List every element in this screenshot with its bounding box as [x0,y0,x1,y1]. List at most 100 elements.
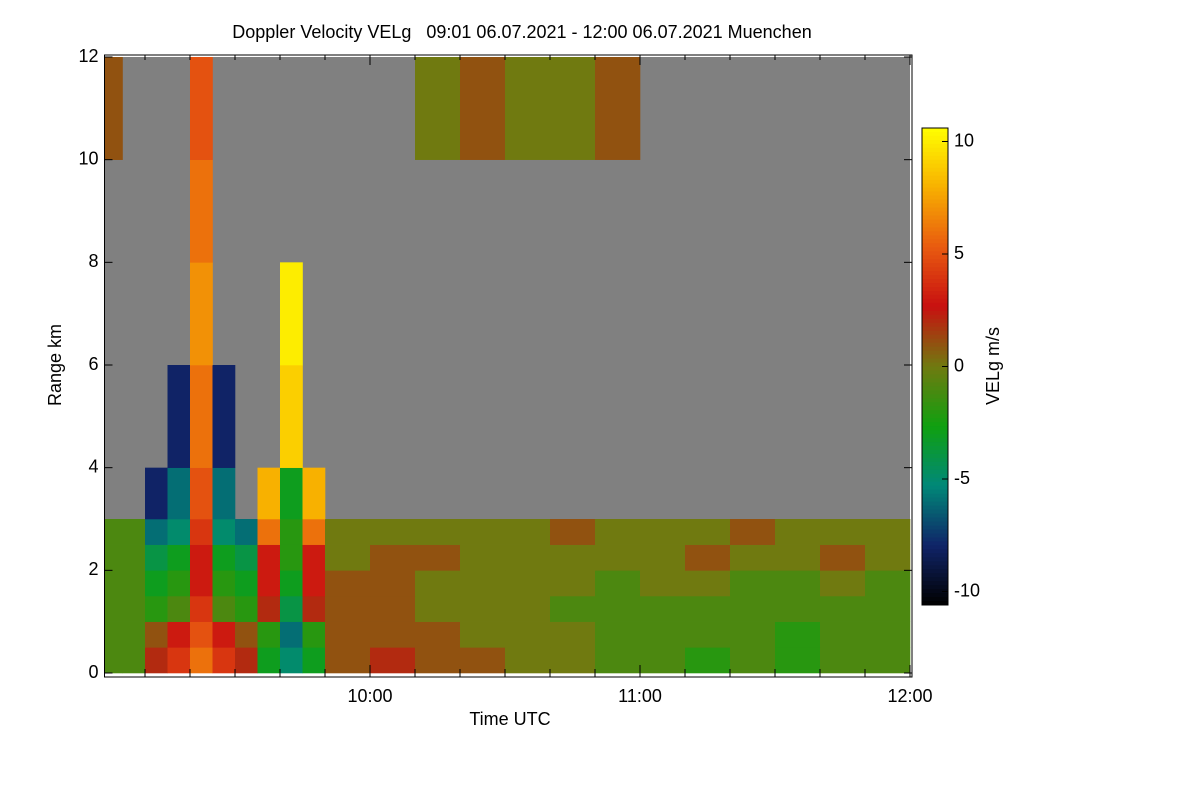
colorbar-segment [922,195,948,201]
colorbar-segment [922,199,948,205]
heatmap-cell [104,544,123,571]
heatmap-cell [104,596,123,622]
colorbar-segment [922,481,948,487]
heatmap-cell [212,647,236,674]
heatmap-cell [167,570,191,597]
heatmap-cell [415,544,461,571]
heatmap-cell [595,544,641,571]
heatmap-cell [302,467,326,520]
heatmap-cell [595,519,641,545]
heatmap-cell [820,596,866,622]
heatmap-cell [460,596,506,622]
colorbar-segment [922,545,948,550]
heatmap-cell [595,596,641,622]
heatmap-cell [104,621,123,648]
heatmap-cell [325,544,371,571]
heatmap-cell [460,570,506,597]
colorbar-segment [922,310,948,316]
heatmap-cell [280,365,303,468]
heatmap-cell [685,596,731,622]
x-tick-label: 10:00 [347,686,392,706]
heatmap-cell [820,647,866,674]
colorbar-segment [922,342,948,348]
heatmap-cell [505,647,551,674]
colorbar-segment [922,283,948,288]
colorbar-segment [922,406,948,411]
heatmap-cell [257,519,281,545]
colorbar-segment [922,219,948,224]
colorbar-segment [922,509,948,515]
heatmap-cell [820,570,866,597]
colorbar-segment [922,362,948,367]
colorbar-segment [922,235,948,240]
colorbar-segment [922,290,948,296]
heatmap-cell [415,57,461,160]
heatmap-cell [190,570,213,597]
heatmap-cell [685,519,731,545]
y-tick-label: 2 [88,559,98,579]
colorbar-segment [922,211,948,216]
heatmap-cell [257,596,281,622]
colorbar-segment [922,183,948,189]
heatmap-cell [212,365,236,468]
heatmap-cell [325,621,371,648]
colorbar-segment [922,147,948,153]
heatmap-cell [212,596,236,622]
heatmap-cell [505,621,551,648]
heatmap-cell [190,544,213,571]
heatmap-cell [302,570,326,597]
colorbar-segment [922,394,948,399]
colorbar-segment [922,501,948,507]
colorbar-segment [922,469,948,475]
heatmap-cell [235,570,258,597]
heatmap-cell [212,621,236,648]
colorbar-segment [922,203,948,208]
colorbar-segment [922,489,948,495]
heatmap-cell [257,570,281,597]
heatmap-cell [505,57,551,160]
colorbar-segment [922,271,948,276]
heatmap-cell [775,519,821,545]
colorbar-segment [922,139,948,145]
heatmap-cell [145,467,168,520]
colorbar-segment [922,453,948,459]
heatmap-cell [460,621,506,648]
colorbar-segment [922,243,948,248]
heatmap-cell [257,647,281,674]
heatmap-cell [145,570,168,597]
heatmap-cell [145,519,168,545]
colorbar-segment [922,569,948,574]
heatmap-cell [820,519,866,545]
heatmap-cell [280,570,303,597]
colorbar-segment [922,326,948,332]
heatmap-cell [820,621,866,648]
heatmap-cell [640,570,686,597]
heatmap-cell [280,544,303,571]
plot-frame [104,54,913,678]
colorbar-segment [922,294,948,300]
heatmap-cell [370,519,416,545]
colorbar-segment [922,390,948,395]
heatmap-cell [167,365,191,468]
colorbar-segment [922,302,948,308]
heatmap-cell [190,621,213,648]
heatmap-cell [685,621,731,648]
colorbar-segment [922,585,948,590]
heatmap-cell [257,544,281,571]
heatmap-cell [595,647,641,674]
colorbar-segment [922,493,948,499]
colorbar-segment [922,263,948,268]
colorbar-segment [922,370,948,375]
heatmap-cell [370,544,416,571]
heatmap-cell [145,647,168,674]
colorbar-segment [922,251,948,256]
heatmap-cell [775,647,821,674]
colorbar-segment [922,334,948,340]
colorbar-segment [922,128,948,133]
colorbar-segment [922,438,948,443]
colorbar-segment [922,537,948,542]
colorbar-segment [922,255,948,260]
heatmap-cell [190,57,213,160]
colorbar-segment [922,207,948,212]
